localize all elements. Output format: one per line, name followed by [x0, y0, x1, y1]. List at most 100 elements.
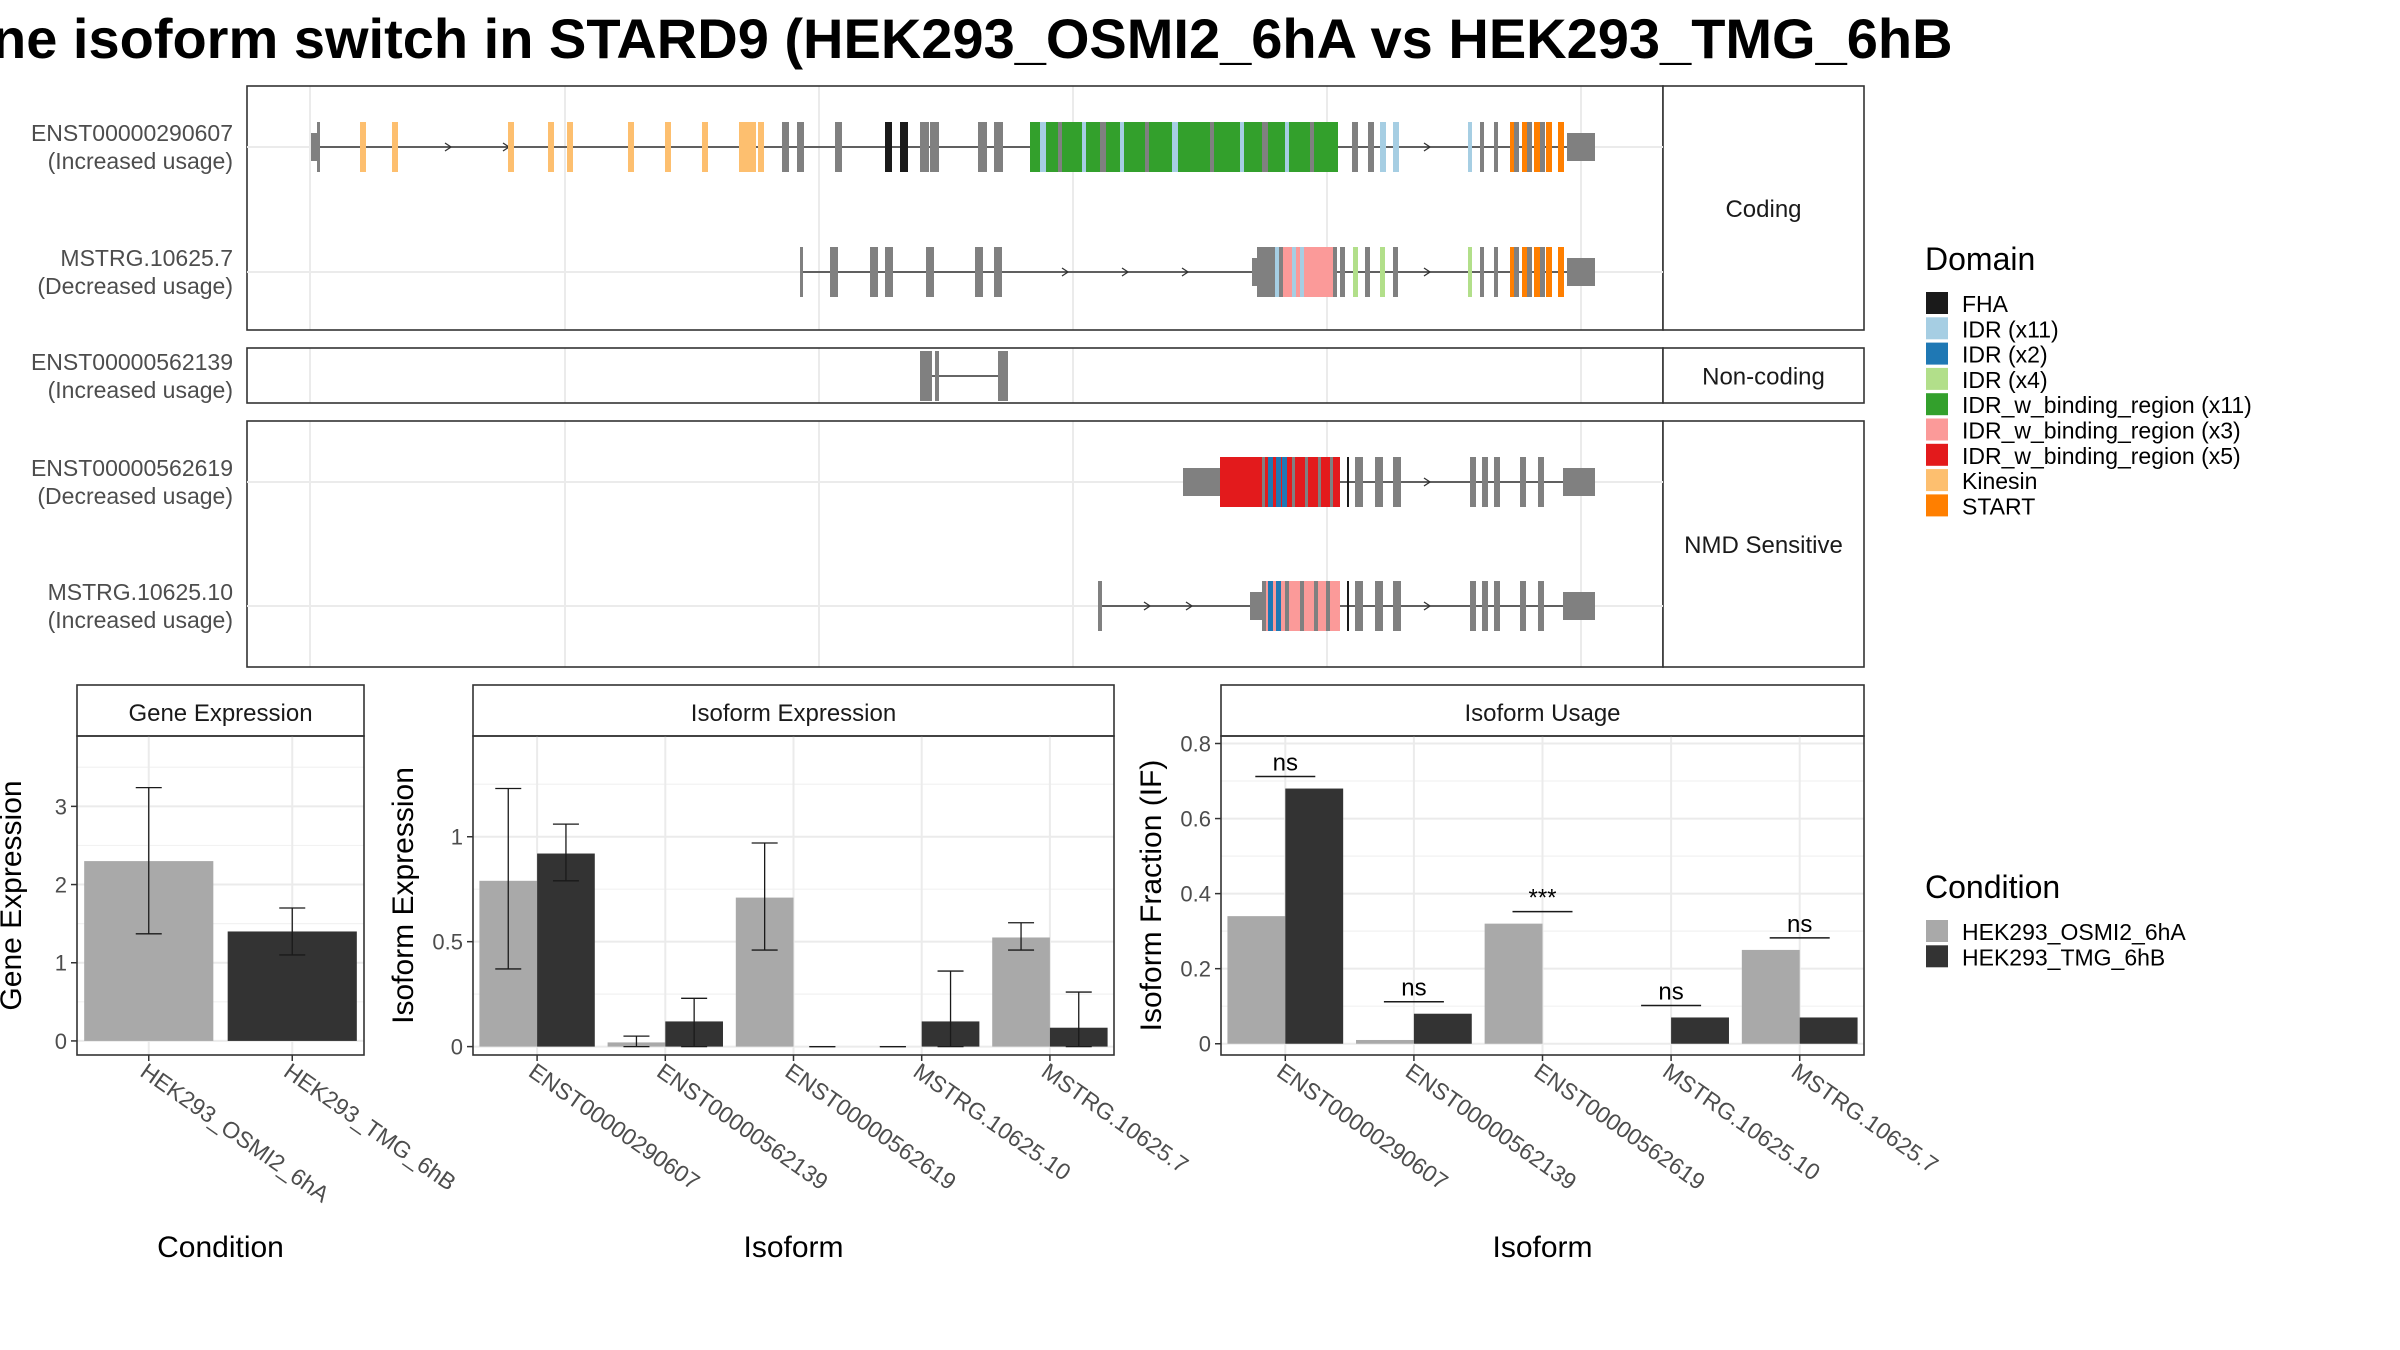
exon: [1567, 258, 1595, 286]
figure-title: ne isoform switch in STARD9 (HEK293_OSMI…: [0, 7, 1953, 70]
y-tick-label: 1: [451, 825, 463, 850]
exon: [994, 122, 1003, 172]
y-tick-label: 0.5: [432, 930, 463, 955]
exon: [1494, 581, 1500, 631]
exon: [1240, 122, 1244, 172]
exon: [1305, 457, 1308, 507]
exon: [1514, 122, 1519, 172]
bar: [1285, 788, 1344, 1044]
exon: [1210, 122, 1214, 172]
exon: [975, 247, 983, 297]
x-axis-title: Condition: [157, 1231, 284, 1264]
isoform-track: [920, 351, 1008, 401]
isoform-usage: (Increased usage): [48, 148, 233, 174]
exon: [758, 122, 764, 172]
exon: [1527, 247, 1532, 297]
exon: [1393, 247, 1398, 297]
chart-panel: Gene Expression0123HEK293_OSMI2_6hAHEK29…: [0, 684, 461, 1264]
legend-key: [1926, 945, 1948, 968]
facet-panel: NMD Sensitive: [246, 420, 1865, 668]
facet-label: NMD Sensitive: [1684, 532, 1843, 559]
arrow-icon: [1181, 267, 1190, 277]
legend-key: [1926, 367, 1948, 390]
exon: [782, 122, 789, 172]
exon: [1534, 122, 1540, 172]
chart-panel: Isoform Expression00.51ENST00000290607EN…: [387, 684, 1193, 1264]
exon: [1522, 122, 1528, 172]
isoform-label: ENST00000562619(Decreased usage): [31, 455, 233, 509]
isoform-track: [1183, 457, 1595, 507]
exon: [1470, 457, 1476, 507]
isoform-label: MSTRG.10625.10(Increased usage): [48, 579, 233, 633]
significance-label: ns: [1658, 978, 1683, 1005]
exon: [1494, 122, 1498, 172]
exon: [1268, 457, 1273, 507]
arrow-icon: [1061, 267, 1070, 277]
exon: [311, 133, 317, 161]
exon: [1468, 122, 1472, 172]
exon: [920, 122, 929, 172]
legend-label: IDR_w_binding_region (x11): [1962, 392, 2252, 418]
exon: [1262, 581, 1266, 631]
exon: [1040, 122, 1046, 172]
legend-title: Condition: [1925, 869, 2060, 905]
facet-strip: [1662, 347, 1865, 404]
exon: [1275, 247, 1279, 297]
panel-border: [76, 735, 365, 1056]
legend-label: IDR_w_binding_region (x3): [1962, 418, 2241, 444]
exon: [1120, 122, 1124, 172]
exon: [750, 122, 756, 172]
exon: [567, 122, 573, 172]
exon: [1353, 247, 1358, 297]
exon: [1482, 457, 1488, 507]
y-tick-label: 0.2: [1180, 957, 1211, 982]
legend-label: IDR_w_binding_region (x5): [1962, 443, 2241, 469]
exon: [1540, 122, 1545, 172]
exon: [1365, 247, 1370, 297]
significance-label: ***: [1528, 885, 1556, 912]
exon: [1520, 581, 1526, 631]
exon: [1285, 122, 1289, 172]
chart-title: Isoform Usage: [1464, 700, 1620, 727]
facet-panel: Coding: [246, 85, 1865, 331]
y-tick-label: 1: [55, 951, 67, 976]
exon: [935, 351, 939, 401]
chart-panel: Isoform Usagensns***nsns00.20.40.60.8ENS…: [1135, 684, 1943, 1264]
exon: [1380, 122, 1386, 172]
panel-background: [247, 421, 1663, 667]
bar: [1799, 1017, 1858, 1044]
exon: [1522, 247, 1528, 297]
exon: [1262, 457, 1265, 507]
exon: [1285, 581, 1289, 631]
isoform-id: MSTRG.10625.10: [48, 579, 233, 605]
isoform-id: MSTRG.10625.7: [60, 245, 233, 271]
exon: [1172, 122, 1178, 172]
exon: [1482, 581, 1488, 631]
isoform-usage: (Decreased usage): [37, 483, 233, 509]
significance-label: ns: [1401, 975, 1426, 1002]
facet-panel: Non-coding: [246, 347, 1865, 404]
exon: [317, 122, 320, 172]
exon: [1494, 457, 1500, 507]
exon: [1283, 247, 1333, 297]
arrow-icon: [1185, 601, 1194, 611]
exon: [885, 247, 893, 297]
bar: [992, 937, 1050, 1047]
facet-strip: [1662, 420, 1865, 668]
exon: [360, 122, 366, 172]
exon: [1558, 122, 1564, 172]
exon: [628, 122, 634, 172]
exon: [1314, 581, 1318, 631]
significance-label: ns: [1273, 750, 1298, 777]
legend-label: Kinesin: [1962, 468, 2037, 494]
exon: [1510, 247, 1516, 297]
exon: [1352, 122, 1358, 172]
exon: [702, 122, 708, 172]
isoform-track: [1098, 581, 1595, 631]
exon: [1480, 247, 1484, 297]
bar: [1356, 1039, 1414, 1044]
arrow-icon: [1143, 601, 1152, 611]
exon: [1470, 581, 1476, 631]
